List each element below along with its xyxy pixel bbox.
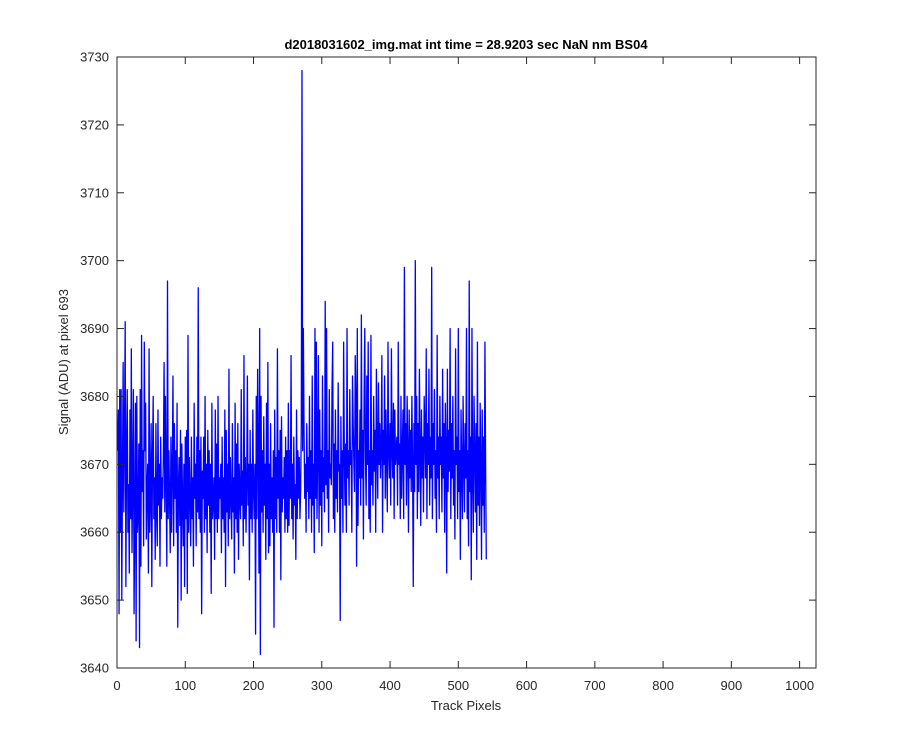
y-tick-label: 3640 bbox=[80, 661, 109, 676]
series-line-0 bbox=[117, 69, 487, 656]
x-tick-label: 800 bbox=[652, 678, 674, 693]
y-tick-label: 3660 bbox=[80, 525, 109, 540]
x-axis-label: Track Pixels bbox=[431, 698, 502, 713]
x-tick-label: 500 bbox=[447, 678, 469, 693]
x-tick-label: 1000 bbox=[785, 678, 814, 693]
x-tick-label: 700 bbox=[584, 678, 606, 693]
y-axis-label: Signal (ADU) at pixel 693 bbox=[56, 289, 71, 435]
chart-title: d2018031602_img.mat int time = 28.9203 s… bbox=[284, 37, 648, 52]
x-tick-label: 200 bbox=[243, 678, 265, 693]
x-tick-label: 300 bbox=[311, 678, 333, 693]
x-tick-label: 400 bbox=[379, 678, 401, 693]
x-tick-label: 0 bbox=[113, 678, 120, 693]
y-tick-label: 3720 bbox=[80, 117, 109, 132]
x-tick-label: 900 bbox=[721, 678, 743, 693]
y-axis: 3640 3650 3660 3670 3680 3690 3700 3710 3720 3730 bbox=[80, 50, 816, 676]
y-tick-label: 3700 bbox=[80, 253, 109, 268]
y-tick-label: 3710 bbox=[80, 185, 109, 200]
y-tick-label: 3680 bbox=[80, 389, 109, 404]
series-layer bbox=[117, 69, 487, 656]
x-tick-label: 100 bbox=[174, 678, 196, 693]
y-tick-label: 3730 bbox=[80, 50, 109, 65]
y-tick-label: 3690 bbox=[80, 321, 109, 336]
y-tick-label: 3670 bbox=[80, 457, 109, 472]
y-tick-label: 3650 bbox=[80, 593, 109, 608]
x-axis: 0 100 200 300 400 500 600 700 800 900 1000 bbox=[113, 57, 814, 693]
x-tick-label: 600 bbox=[516, 678, 538, 693]
axes-box bbox=[116, 56, 817, 669]
